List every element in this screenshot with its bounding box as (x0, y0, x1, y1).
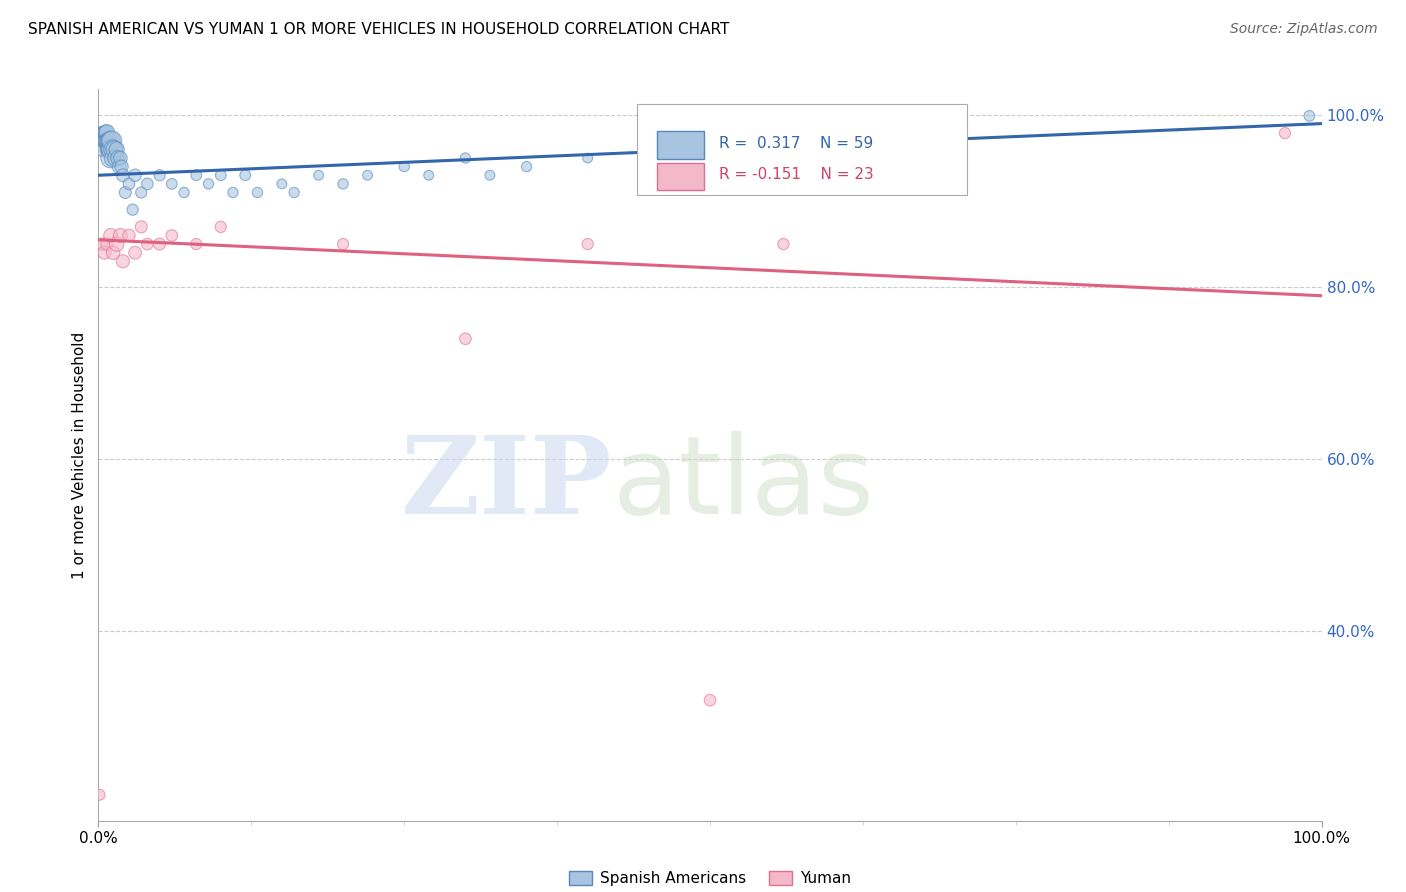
Point (772, 237, 794, 252)
Legend: Spanish Americans, Yuman: Spanish Americans, Yuman (569, 871, 851, 886)
Point (209, 219, 232, 234)
Point (89, 125, 111, 139)
Point (101, 143, 124, 157)
Text: Source: ZipAtlas.com: Source: ZipAtlas.com (1230, 22, 1378, 37)
Point (96, 125, 118, 139)
Point (91, 237, 114, 252)
Point (454, 332, 477, 346)
Point (638, 143, 661, 157)
FancyBboxPatch shape (637, 103, 967, 195)
Text: ZIP: ZIP (401, 431, 612, 537)
Point (103, 143, 125, 157)
Point (90, 134, 112, 148)
Point (222, 186, 245, 200)
Point (101, 134, 124, 148)
Point (111, 168, 134, 182)
Bar (658, 131, 704, 160)
Point (98, 134, 121, 148)
Point (114, 186, 136, 200)
Point (576, 237, 599, 252)
Point (136, 177, 159, 191)
Point (94, 134, 117, 148)
Point (160, 228, 183, 243)
Point (101, 143, 124, 157)
Point (100, 134, 122, 148)
Point (118, 177, 141, 191)
Point (110, 228, 132, 243)
Point (129, 186, 152, 200)
Point (118, 228, 141, 243)
Point (101, 151, 124, 165)
Point (91, 134, 114, 148)
Point (308, 168, 330, 182)
Bar (658, 162, 704, 190)
Point (94, 125, 117, 139)
Point (100, 228, 122, 243)
Point (108, 160, 131, 174)
Point (332, 237, 354, 252)
Point (98, 143, 121, 157)
Point (576, 151, 599, 165)
Text: atlas: atlas (612, 431, 875, 537)
Point (186, 237, 208, 252)
Point (93, 134, 115, 148)
Point (149, 237, 172, 252)
Point (186, 168, 208, 182)
Text: R = -0.151    N = 23: R = -0.151 N = 23 (718, 168, 873, 182)
Point (111, 254, 134, 268)
Point (96, 237, 118, 252)
Point (129, 219, 152, 234)
Point (96, 134, 118, 148)
Point (97, 143, 120, 157)
Point (233, 168, 256, 182)
Point (699, 151, 721, 165)
Point (101, 245, 124, 260)
Point (332, 177, 354, 191)
Point (1274, 126, 1296, 140)
Point (699, 693, 721, 707)
Point (121, 202, 143, 217)
Text: SPANISH AMERICAN VS YUMAN 1 OR MORE VEHICLES IN HOUSEHOLD CORRELATION CHART: SPANISH AMERICAN VS YUMAN 1 OR MORE VEHI… (28, 22, 730, 37)
Point (160, 177, 183, 191)
Point (246, 186, 269, 200)
Point (418, 168, 440, 182)
Point (93, 125, 115, 139)
Point (91, 125, 114, 139)
Y-axis label: 1 or more Vehicles in Household: 1 or more Vehicles in Household (72, 331, 87, 579)
Point (107, 151, 129, 165)
Point (124, 168, 146, 182)
Point (454, 151, 477, 165)
Point (110, 151, 132, 165)
Point (100, 151, 122, 165)
Point (1298, 109, 1320, 123)
Point (136, 237, 159, 252)
Point (91, 134, 114, 148)
Point (105, 237, 128, 252)
Point (93, 245, 115, 260)
Point (515, 160, 537, 174)
Point (173, 186, 195, 200)
Point (111, 160, 134, 174)
Point (356, 168, 378, 182)
Point (149, 168, 172, 182)
Point (105, 143, 128, 157)
Point (97, 134, 120, 148)
Point (124, 245, 146, 260)
Point (91, 143, 114, 157)
Point (270, 177, 294, 191)
Point (392, 160, 416, 174)
Point (104, 151, 127, 165)
Point (478, 168, 501, 182)
Point (197, 177, 219, 191)
Point (209, 168, 232, 182)
Point (283, 186, 305, 200)
Point (89, 788, 111, 802)
Text: R =  0.317    N = 59: R = 0.317 N = 59 (718, 136, 873, 151)
